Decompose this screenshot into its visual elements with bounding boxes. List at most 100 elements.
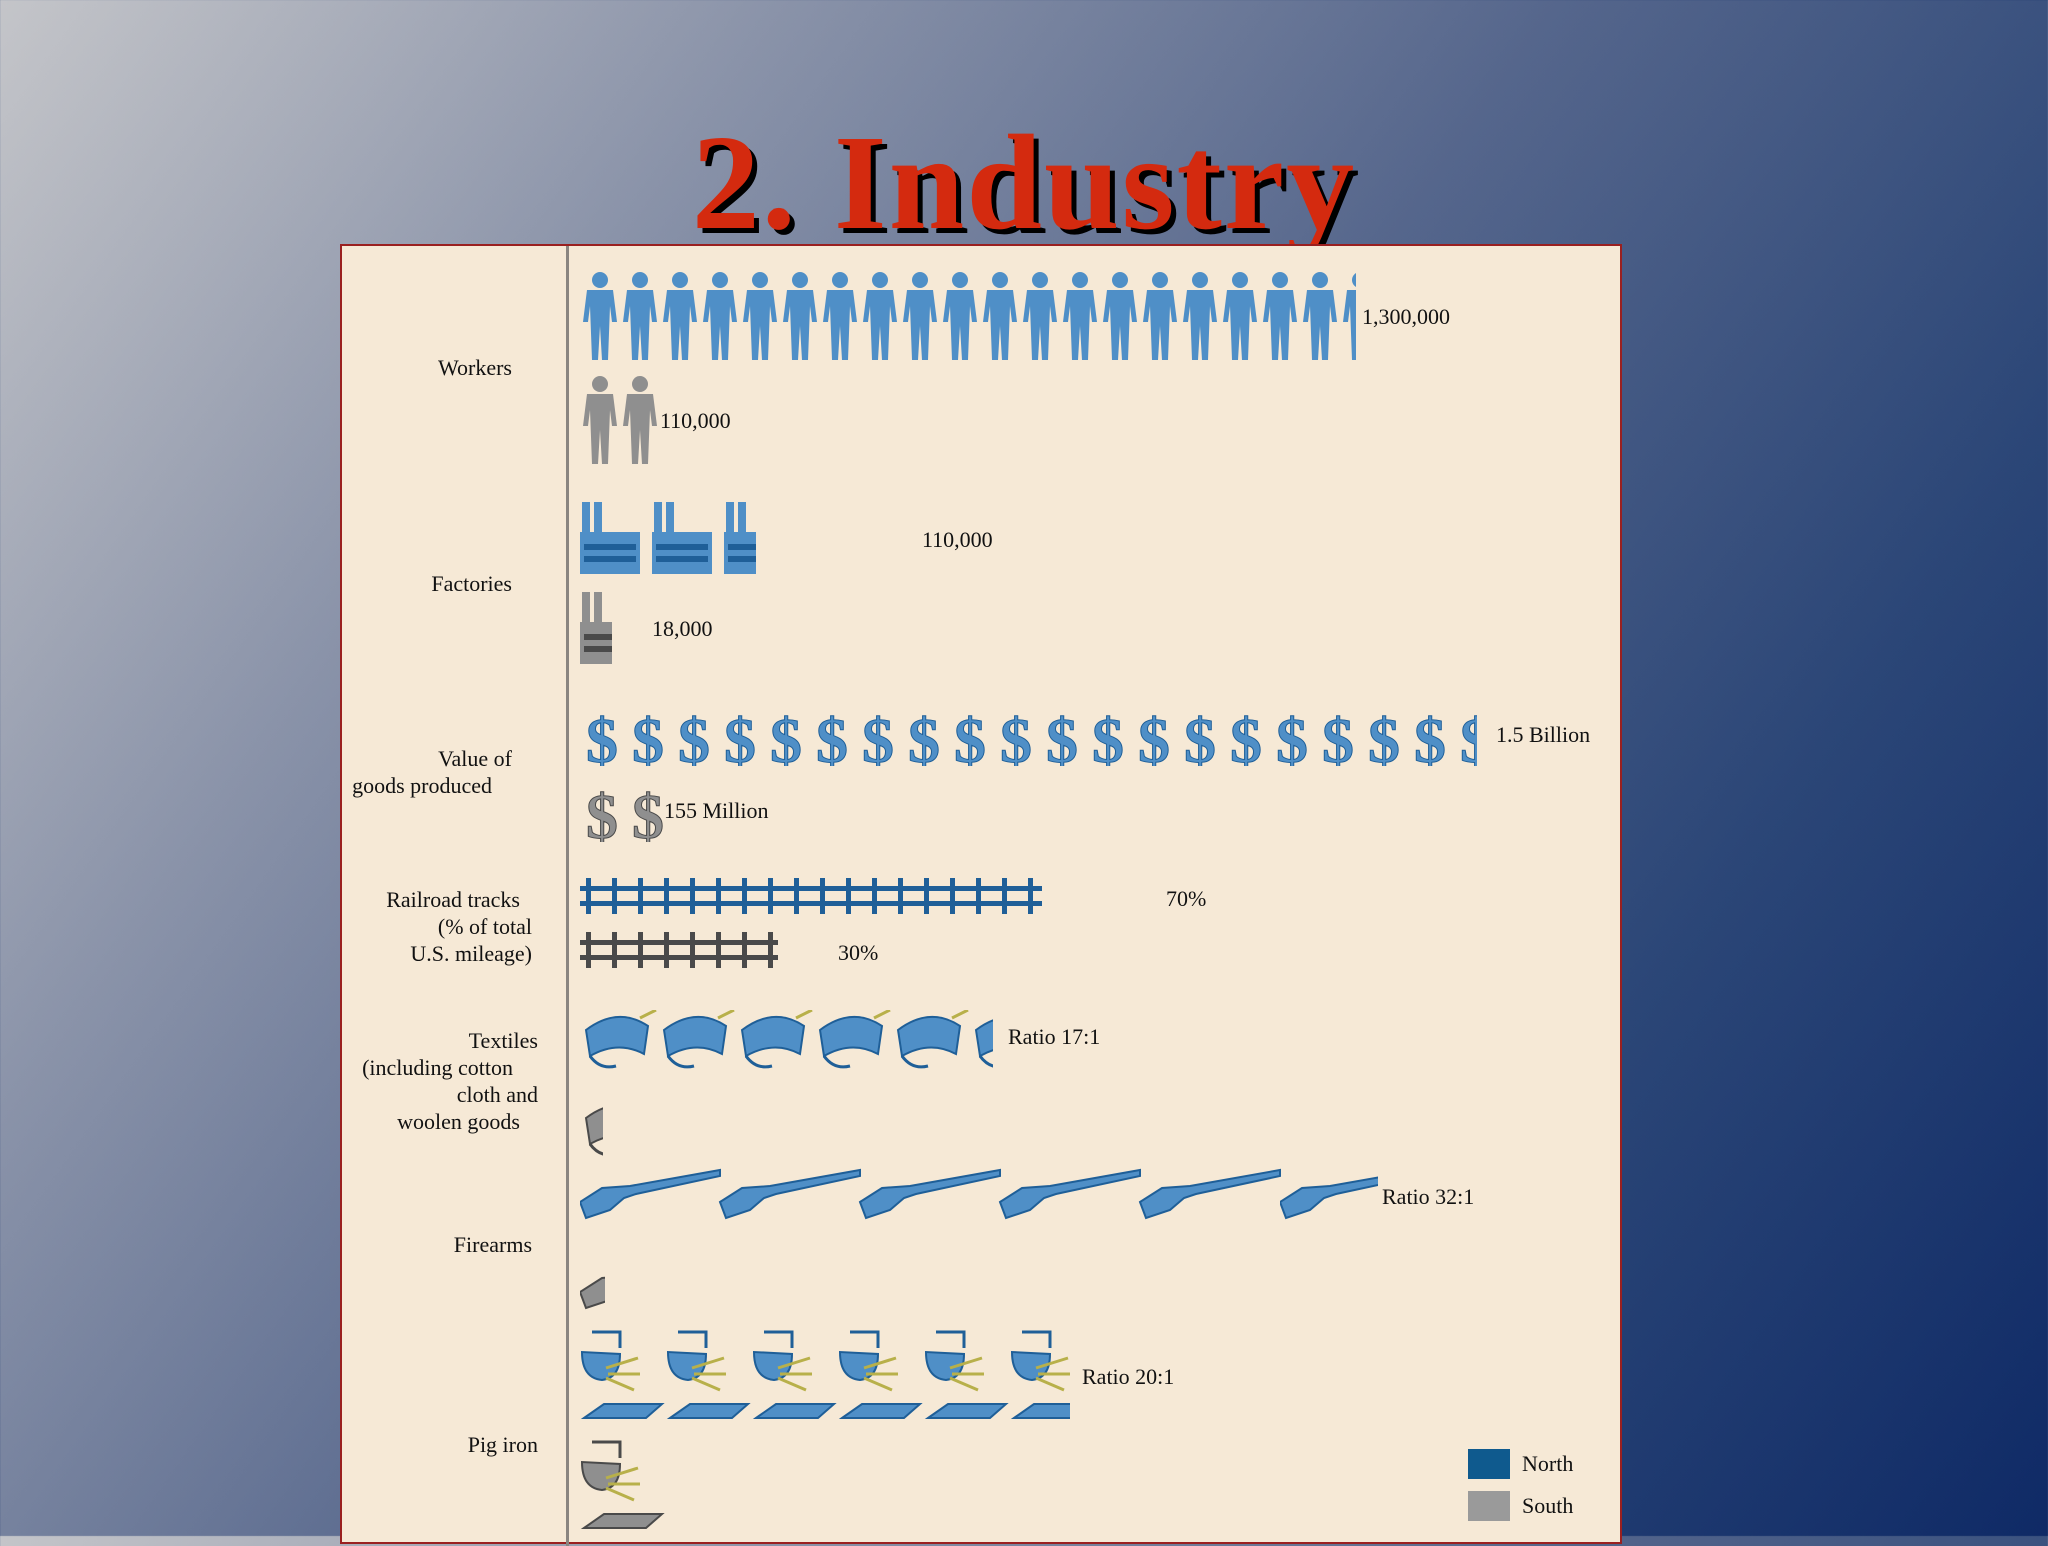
svg-text:$: $ <box>1230 705 1262 766</box>
category-label-textiles: Textiles (including cotton cloth and woo… <box>362 1027 538 1135</box>
cotton-bale-icon <box>974 1019 993 1068</box>
dollar-icon: $ <box>954 705 987 767</box>
worker-icon-north-bar <box>583 272 1356 360</box>
category-label-line: Textiles <box>468 1028 538 1053</box>
worker-icon <box>943 272 977 360</box>
svg-text:$: $ <box>1276 705 1308 766</box>
dollar-icon: $ <box>1276 705 1309 767</box>
worker-icon <box>1223 272 1257 360</box>
svg-text:$: $ <box>724 705 756 766</box>
svg-text:$: $ <box>678 705 710 766</box>
category-label-line: Value of <box>438 746 512 771</box>
rail-track-icon-north <box>580 878 1042 914</box>
workers-north-row <box>580 270 1356 362</box>
goods-north-row: $ $ $ $ $ $ $ $ $ $ $ $ $ $ $ $ $ $ $ $ <box>580 702 1478 767</box>
dollar-icon: $ <box>908 705 941 767</box>
workers-south-row <box>580 374 660 466</box>
svg-text:$: $ <box>586 781 618 842</box>
rifle-icon <box>1138 1168 1281 1220</box>
svg-text:$: $ <box>1046 705 1078 766</box>
dollar-icon-south-bar: $ $ <box>586 781 665 843</box>
worker-icon <box>1303 272 1337 360</box>
svg-text:$: $ <box>954 705 986 766</box>
category-label-firearms: Firearms <box>454 1231 532 1258</box>
category-label-factories: Factories <box>431 570 512 597</box>
worker-icon <box>983 272 1017 360</box>
dollar-icon: $ <box>1046 705 1079 767</box>
worker-icon <box>1263 272 1297 360</box>
pigiron-north-value: Ratio 20:1 <box>1082 1364 1175 1389</box>
worker-icon <box>1063 272 1097 360</box>
railroad-south-row <box>580 930 778 970</box>
worker-icon <box>903 272 937 360</box>
factories-north-value: 110,000 <box>922 527 993 552</box>
svg-text:$: $ <box>816 705 848 766</box>
category-label-value-of-goods: Value of goods produced <box>352 745 512 799</box>
svg-text:$: $ <box>1414 705 1446 766</box>
dollar-icon: $ <box>586 781 619 843</box>
worker-icon <box>1343 273 1356 360</box>
dollar-icon: $ <box>1000 705 1033 767</box>
dollar-icon: $ <box>1322 705 1355 767</box>
worker-icon-south-bar <box>583 376 657 464</box>
worker-icon <box>823 272 857 360</box>
category-label-line: cloth and <box>456 1082 538 1107</box>
textiles-south-row <box>580 1098 603 1162</box>
iron-ladle-icon <box>752 1330 837 1419</box>
category-label-line: Railroad tracks <box>386 887 520 912</box>
legend-north-swatch <box>1468 1449 1510 1479</box>
factory-icon <box>724 502 756 574</box>
iron-ladle-icon <box>580 1330 665 1419</box>
worker-icon <box>1143 272 1177 360</box>
rifle-icon-north-bar <box>580 1168 1378 1220</box>
factory-icon <box>652 502 712 574</box>
svg-text:$: $ <box>1000 705 1032 766</box>
dollar-icon: $ <box>1092 705 1125 767</box>
cotton-bale-icon <box>584 1010 657 1069</box>
iron-ladle-icon-north-bar <box>580 1330 1070 1419</box>
svg-text:$: $ <box>1460 705 1477 766</box>
goods-south-row: $ $ <box>580 778 672 843</box>
worker-icon <box>703 272 737 360</box>
dollar-icon: $ <box>1138 705 1171 767</box>
axis-line <box>566 246 569 1546</box>
svg-text:$: $ <box>632 781 664 842</box>
cotton-bale-icon-south-bar <box>584 1107 603 1156</box>
category-label-line: (% of total <box>437 914 532 939</box>
category-label-railroad-tracks: Railroad tracks (% of total U.S. mileage… <box>386 886 532 967</box>
dollar-icon: $ <box>632 705 665 767</box>
railroad-south-value: 30% <box>838 940 879 965</box>
worker-icon <box>863 272 897 360</box>
dollar-icon: $ <box>1184 705 1217 767</box>
category-label-line: goods produced <box>352 773 492 798</box>
category-label-line: Factories <box>431 571 512 596</box>
svg-text:$: $ <box>908 705 940 766</box>
pictograph-panel: Workers Factories Value of goods produce… <box>340 244 1622 1546</box>
dollar-icon: $ <box>586 705 619 767</box>
worker-icon <box>663 272 697 360</box>
factories-south-value: 18,000 <box>652 616 713 641</box>
factories-north-row <box>580 500 756 574</box>
slide-title: 2. Industry <box>691 108 1357 258</box>
svg-text:$: $ <box>586 705 618 766</box>
iron-ladle-icon <box>924 1330 1009 1419</box>
svg-text:$: $ <box>1092 705 1124 766</box>
cotton-bale-icon <box>584 1107 603 1156</box>
rail-track-icon-south <box>580 932 778 968</box>
goods-south-value: 155 Million <box>664 798 769 823</box>
iron-ladle-icon-south-bar <box>580 1440 665 1529</box>
category-label-line: woolen goods <box>397 1109 520 1134</box>
category-label-pig-iron: Pig iron <box>468 1431 538 1458</box>
cotton-bale-icon-north-bar <box>584 1010 993 1069</box>
dollar-icon: $ <box>724 705 757 767</box>
svg-text:$: $ <box>862 705 894 766</box>
factory-icon <box>580 502 640 574</box>
worker-icon <box>623 272 657 360</box>
factories-south-row <box>580 590 612 664</box>
rifle-icon <box>858 1168 1001 1220</box>
rifle-icon <box>580 1276 605 1310</box>
rifle-icon <box>580 1168 721 1220</box>
cotton-bale-icon <box>740 1010 813 1069</box>
pigiron-south-row <box>580 1438 666 1534</box>
dollar-icon: $ <box>816 705 849 767</box>
